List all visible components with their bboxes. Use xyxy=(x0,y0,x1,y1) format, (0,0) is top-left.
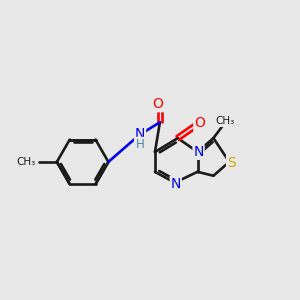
Text: S: S xyxy=(227,156,236,170)
Text: O: O xyxy=(194,116,205,130)
Text: H: H xyxy=(136,138,145,151)
Text: CH₃: CH₃ xyxy=(216,116,235,126)
Text: CH₃: CH₃ xyxy=(17,157,36,167)
Text: O: O xyxy=(152,98,164,111)
Text: N: N xyxy=(171,177,181,191)
Text: N: N xyxy=(194,145,204,159)
Text: N: N xyxy=(135,127,145,141)
